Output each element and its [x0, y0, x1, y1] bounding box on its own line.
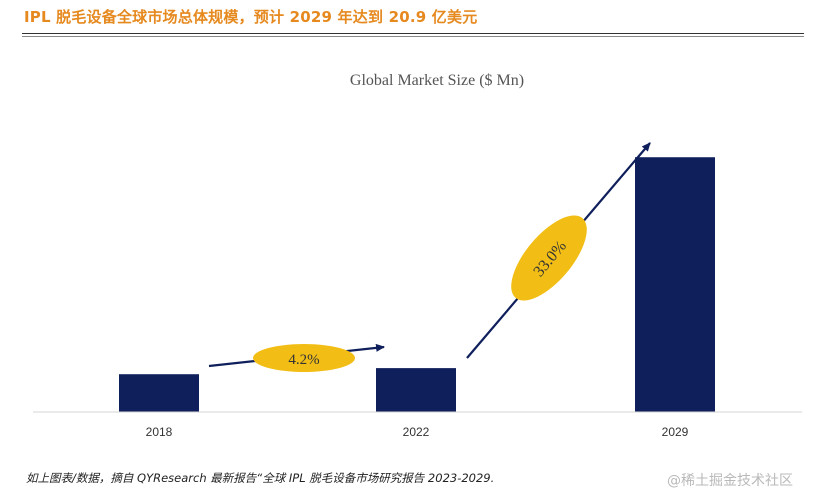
- title-divider: [22, 33, 804, 34]
- cagr-badge-2018-2022: [253, 344, 355, 372]
- bar-2029: [635, 157, 715, 412]
- title-divider-secondary: [22, 36, 804, 37]
- cagr-badge-2022-2029: [511, 215, 587, 301]
- x-tick-label-2022: 2022: [403, 425, 430, 439]
- cagr-label-2018-2022: 4.2%: [288, 352, 319, 368]
- watermark: @稀土掘金技术社区: [667, 473, 793, 489]
- x-tick-label-2018: 2018: [146, 425, 173, 439]
- chart-title: Global Market Size ($ Mn): [350, 72, 524, 89]
- bar-2018: [119, 374, 199, 412]
- page-title: IPL 脱毛设备全球市场总体规模，预计 2029 年达到 20.9 亿美元: [24, 8, 478, 26]
- bar-2022: [376, 368, 456, 412]
- source-note: 如上图表/数据，摘自 QYResearch 最新报告“全球 IPL 脱毛设备市场…: [26, 471, 495, 485]
- x-tick-label-2029: 2029: [662, 425, 689, 439]
